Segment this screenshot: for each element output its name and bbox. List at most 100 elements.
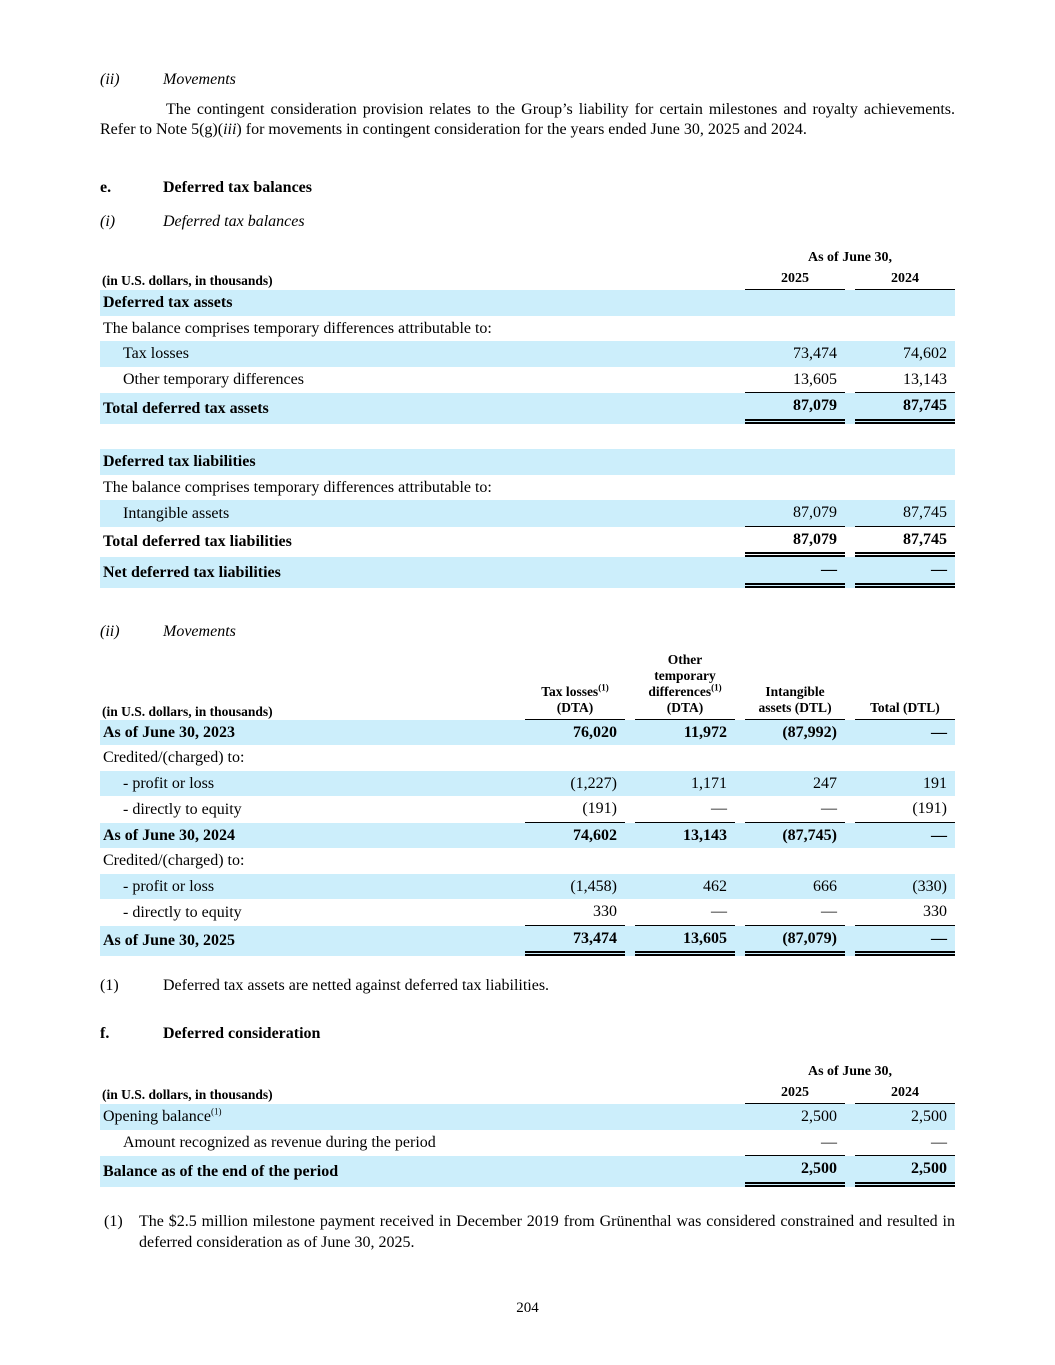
cell-total: —: [931, 826, 947, 844]
cell-other-temp: 1,171: [691, 774, 727, 792]
row-label: Total deferred tax liabilities: [103, 533, 292, 550]
cell-total: —: [855, 926, 955, 956]
cell-2024: 2,500: [911, 1108, 947, 1125]
cell-2025: —: [745, 557, 845, 588]
row-label: Balance as of the end of the period: [103, 1162, 339, 1180]
table-row: The balance comprises temporary differen…: [100, 475, 955, 501]
cell-intangible: —: [745, 796, 845, 823]
cell-total: [855, 745, 955, 771]
row-label: Deferred tax assets: [103, 294, 233, 311]
table-row: - directly to equity 330 — — 330: [100, 899, 955, 926]
cell-intangible: 666: [813, 877, 837, 895]
col-header-intangible-assets: Intangible assets (DTL): [745, 684, 845, 720]
table-row-total: Balance as of the end of the period 2,50…: [100, 1156, 955, 1187]
units-label: (in U.S. dollars, in thousands): [102, 273, 273, 288]
table-row-total: As of June 30, 2024 74,602 13,143 (87,74…: [100, 822, 955, 848]
table-row-total: As of June 30, 2025 73,474 13,605 (87,07…: [100, 925, 955, 956]
cell-2025: [745, 449, 845, 475]
table-row: Credited/(charged) to:: [100, 745, 955, 771]
cell-2024: 87,745: [855, 393, 955, 424]
cell-2025: [745, 316, 845, 342]
cell-other-temp: 13,143: [683, 826, 727, 844]
row-label: Deferred tax liabilities: [103, 453, 256, 470]
cell-2024: 87,745: [855, 500, 955, 527]
col-header-total-dtl: Total (DTL): [855, 700, 955, 720]
cell-other-temp: —: [635, 899, 735, 926]
cell-2024: 74,602: [903, 345, 947, 362]
units-label: (in U.S. dollars, in thousands): [102, 703, 273, 719]
cell-2024: [855, 290, 955, 316]
subsection-heading-i: (i) Deferred tax balances: [100, 212, 955, 232]
cell-tax-losses: 74,602: [573, 826, 617, 844]
cell-2024: —: [855, 1130, 955, 1156]
cell-2025: —: [745, 1130, 845, 1156]
cell-other-temp: 462: [703, 877, 727, 895]
asof-header: As of June 30,: [807, 250, 892, 265]
cell-2025: 2,500: [745, 1156, 845, 1187]
table-row: - profit or loss (1,458) 462 666 (330): [100, 873, 955, 899]
cell-2024: [855, 475, 955, 501]
paragraph-text: ) for movements in contingent considerat…: [236, 121, 807, 138]
table-row: - profit or loss (1,227) 1,171 247 191: [100, 770, 955, 796]
section-title: Deferred consideration: [163, 1025, 321, 1042]
table-row-total: Total deferred tax liabilities 87,079 87…: [100, 527, 955, 557]
cell-intangible: (87,745): [782, 826, 837, 844]
table-row: Deferred tax assets: [100, 290, 955, 316]
footnote-text: Deferred tax assets are netted against d…: [163, 977, 550, 994]
footnote-marker: (1): [104, 1212, 123, 1230]
row-label: As of June 30, 2023: [103, 723, 236, 741]
cell-2025: 87,079: [745, 500, 845, 527]
subsection-title: Movements: [163, 71, 236, 88]
paragraph-text: The contingent consideration provision r…: [100, 101, 955, 138]
row-label: Credited/(charged) to:: [103, 749, 245, 766]
table-spacer-row: [100, 424, 955, 450]
units-label: (in U.S. dollars, in thousands): [102, 1087, 273, 1102]
row-label: Other temporary differences: [123, 371, 304, 388]
cell-2025: [745, 290, 845, 316]
subsection-title: Deferred tax balances: [163, 213, 305, 230]
deferred-consideration-table: As of June 30, (in U.S. dollars, in thou…: [100, 1062, 955, 1187]
year-header-2025: 2025: [745, 269, 845, 290]
cell-total: (191): [855, 796, 955, 823]
cell-tax-losses: 76,020: [573, 723, 617, 741]
deferred-tax-balances-table: As of June 30, (in U.S. dollars, in thou…: [100, 248, 955, 588]
subsection-marker: (ii): [100, 622, 120, 640]
movements-table: (in U.S. dollars, in thousands) Tax loss…: [100, 652, 955, 956]
section-heading-f: f. Deferred consideration: [100, 1024, 955, 1044]
row-label: - profit or loss: [123, 877, 215, 895]
table-row: Intangible assets 87,079 87,745: [100, 500, 955, 527]
cell-2025: 87,079: [745, 393, 845, 424]
table-row: Credited/(charged) to:: [100, 848, 955, 874]
subsection-heading-movements-top: (ii) Movements: [100, 70, 955, 90]
section-marker: e.: [100, 179, 112, 196]
intro-paragraph: The contingent consideration provision r…: [100, 100, 955, 140]
subsection-title: Movements: [163, 622, 236, 640]
movements-header-row: (in U.S. dollars, in thousands) Tax loss…: [100, 652, 955, 720]
row-label: As of June 30, 2024: [103, 826, 236, 844]
cell-tax-losses: 330: [525, 899, 625, 926]
cell-intangible: 247: [813, 774, 837, 792]
col-header-tax-losses: Tax losses(1) (DTA): [525, 683, 625, 720]
cell-2024: 13,143: [855, 367, 955, 393]
section-heading-e: e. Deferred tax balances: [100, 178, 955, 198]
cell-intangible: (87,079): [745, 926, 845, 956]
year-header-2024: 2024: [855, 1083, 955, 1104]
year-header-2025: 2025: [745, 1083, 845, 1104]
cell-2024: —: [855, 557, 955, 588]
cell-total: —: [931, 723, 947, 741]
section-title: Deferred tax balances: [163, 179, 312, 196]
cell-other-temp: [635, 848, 735, 874]
row-label: Opening balance(1): [103, 1106, 222, 1125]
cell-2025: [745, 475, 845, 501]
footnote-dta-netting: (1) Deferred tax assets are netted again…: [100, 976, 955, 996]
cell-2024: 2,500: [855, 1156, 955, 1187]
cell-tax-losses: [525, 745, 625, 771]
table-row: - directly to equity (191) — — (191): [100, 796, 955, 823]
cell-2024: [855, 316, 955, 342]
asof-header: As of June 30,: [807, 1064, 892, 1079]
row-label: Net deferred tax liabilities: [103, 563, 281, 581]
cell-total: 330: [855, 899, 955, 926]
subsection-marker: (i): [100, 213, 116, 230]
cell-2024: 87,745: [855, 527, 955, 557]
